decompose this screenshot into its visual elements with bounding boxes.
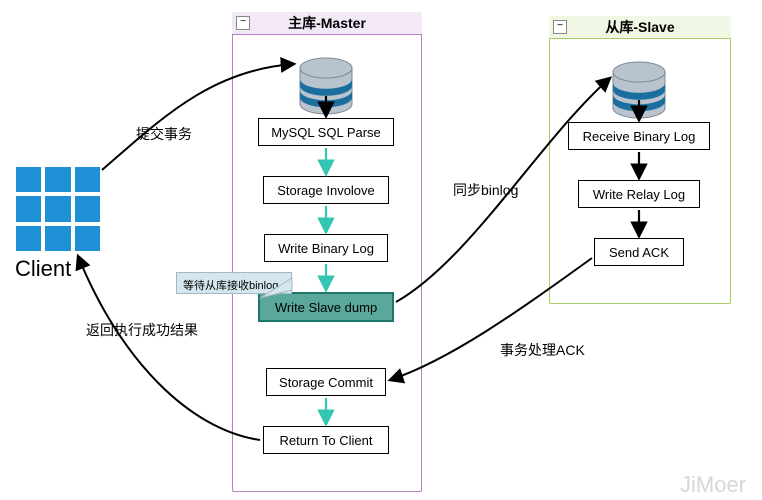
panel-slave-title-text: 从库-Slave <box>605 19 674 35</box>
diagram-canvas: Client − 主库-Master − 从库-Slave MySQL SQL … <box>0 0 762 500</box>
panel-master-title: − 主库-Master <box>232 12 422 35</box>
step-write-relay-log: Write Relay Log <box>578 180 700 208</box>
step-storage-involve: Storage Involove <box>263 176 389 204</box>
step-write-binary-log: Write Binary Log <box>264 234 388 262</box>
step-receive-binary-log: Receive Binary Log <box>568 122 710 150</box>
client-icon <box>16 167 100 251</box>
panel-slave-title: − 从库-Slave <box>549 16 731 39</box>
panel-toggle-icon: − <box>553 20 567 34</box>
edge-label-sync: 同步binlog <box>453 180 518 200</box>
step-storage-commit: Storage Commit <box>266 368 386 396</box>
step-write-slave-dump: Write Slave dump <box>258 292 394 322</box>
callout-wait-binlog: 等待从库接收binlog <box>176 272 292 294</box>
watermark: JiMoer <box>680 472 746 498</box>
edge-label-submit: 提交事务 <box>136 124 192 144</box>
edge-label-return: 返回执行成功结果 <box>86 320 198 340</box>
panel-master-title-text: 主库-Master <box>288 15 366 31</box>
step-return-to-client: Return To Client <box>263 426 389 454</box>
panel-toggle-icon: − <box>236 16 250 30</box>
edge-label-ack: 事务处理ACK <box>500 340 585 360</box>
client-label: Client <box>15 256 71 282</box>
step-mysql-parse: MySQL SQL Parse <box>258 118 394 146</box>
step-send-ack: Send ACK <box>594 238 684 266</box>
